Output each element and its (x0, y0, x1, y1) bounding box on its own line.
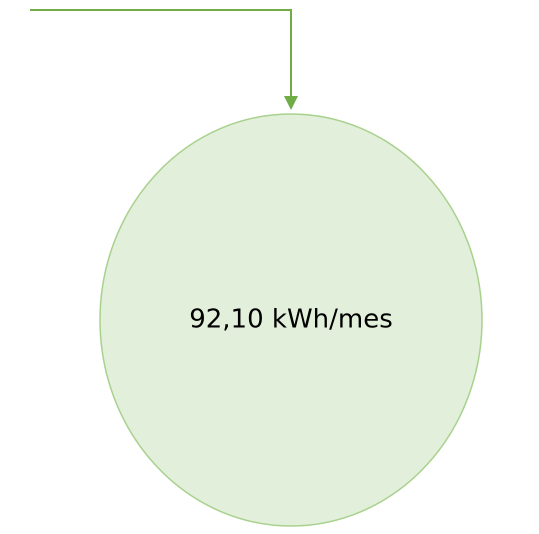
node-ellipse (99, 113, 483, 527)
node-label: 92,10 kWh/mes (189, 305, 393, 335)
arrow-head (284, 96, 298, 110)
connector (30, 9, 292, 98)
